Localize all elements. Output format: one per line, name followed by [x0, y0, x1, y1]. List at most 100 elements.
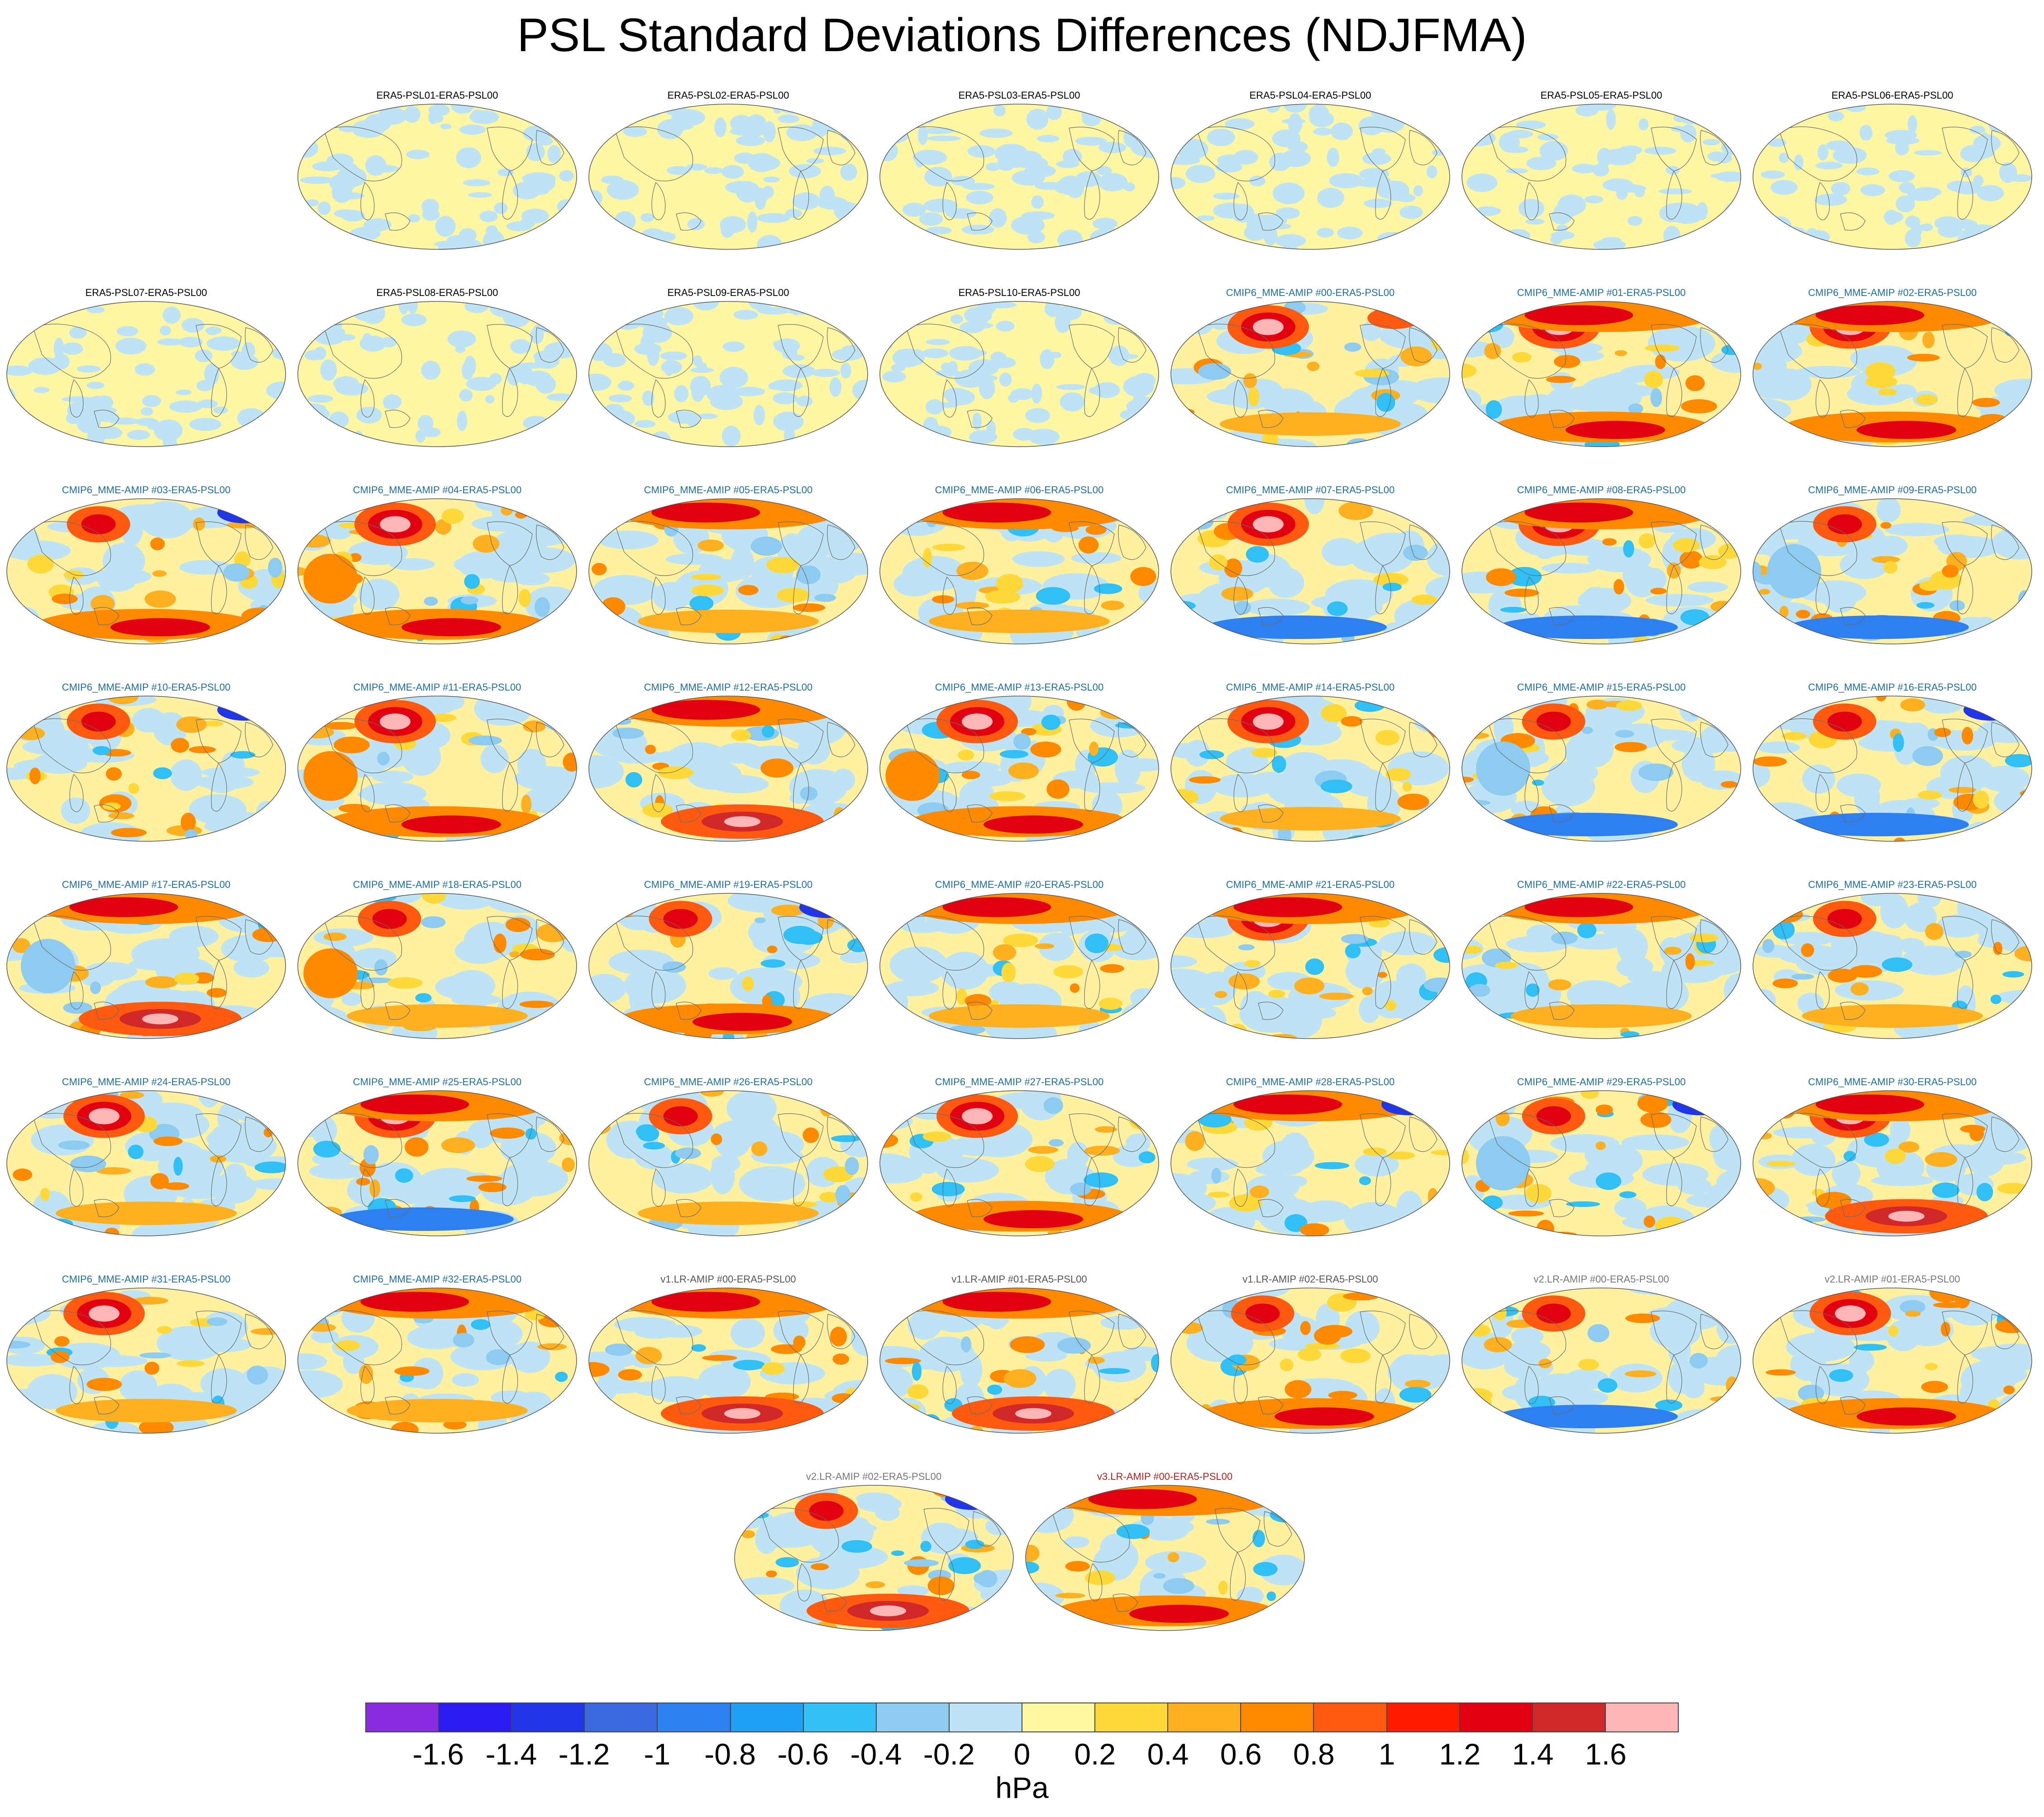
global-map	[6, 1090, 286, 1236]
colorbar-swatch	[1460, 1703, 1533, 1731]
map-panel: ERA5-PSL03-ERA5-PSL00	[877, 90, 1162, 280]
global-map	[1461, 1288, 1741, 1434]
map-panel: CMIP6_MME-AMIP #31-ERA5-PSL00	[4, 1273, 289, 1464]
colorbar-tick-label: 1	[1378, 1737, 1395, 1771]
colorbar-tick-label: 1.6	[1585, 1737, 1627, 1771]
panel-title: CMIP6_MME-AMIP #00-ERA5-PSL00	[1226, 287, 1395, 298]
map-panel: CMIP6_MME-AMIP #10-ERA5-PSL00	[4, 682, 289, 872]
colorbar-swatch	[949, 1703, 1022, 1731]
global-map	[1170, 301, 1450, 447]
colorbar-swatch	[1387, 1703, 1460, 1731]
colorbar-units: hPa	[995, 1771, 1049, 1804]
panel-title: CMIP6_MME-AMIP #01-ERA5-PSL00	[1517, 287, 1686, 298]
map-panel: ERA5-PSL09-ERA5-PSL00	[586, 287, 871, 477]
colorbar-tick-label: 0	[1013, 1737, 1031, 1771]
panel-title: CMIP6_MME-AMIP #17-ERA5-PSL00	[62, 879, 231, 890]
map-panel: v2.LR-AMIP #02-ERA5-PSL00	[731, 1471, 1017, 1661]
colorbar-swatch	[658, 1703, 731, 1731]
panel-title: v1.LR-AMIP #02-ERA5-PSL00	[1242, 1273, 1378, 1285]
colorbar-tick-label: -1	[644, 1737, 671, 1771]
panel-title: CMIP6_MME-AMIP #06-ERA5-PSL00	[935, 484, 1104, 496]
map-panel: CMIP6_MME-AMIP #04-ERA5-PSL00	[295, 484, 580, 674]
map-panel: CMIP6_MME-AMIP #30-ERA5-PSL00	[1750, 1076, 2035, 1266]
colorbar-swatch	[1533, 1703, 1606, 1731]
figure-title: PSL Standard Deviations Differences (NDJ…	[517, 9, 1527, 62]
global-map	[588, 1288, 868, 1434]
global-map	[588, 696, 868, 842]
map-panel: ERA5-PSL05-ERA5-PSL00	[1459, 90, 1744, 280]
panel-title: ERA5-PSL03-ERA5-PSL00	[958, 90, 1080, 101]
panel-title: ERA5-PSL05-ERA5-PSL00	[1540, 90, 1662, 101]
map-panel: v3.LR-AMIP #00-ERA5-PSL00	[1022, 1471, 1308, 1661]
colorbar-tick-label: -1.2	[558, 1737, 610, 1771]
panel-title: CMIP6_MME-AMIP #03-ERA5-PSL00	[62, 484, 231, 496]
colorbar: -1.6 -1.4 -1.2 -1 -0.8 -0.6 -0.4 -0.2 0 0.2 0.4 0.6…	[0, 1693, 2044, 1817]
global-map	[1461, 893, 1741, 1039]
panel-title: ERA5-PSL09-ERA5-PSL00	[667, 287, 789, 298]
colorbar-tick-label: 0.2	[1074, 1737, 1116, 1771]
colorbar-tick-label: 0.8	[1293, 1737, 1335, 1771]
map-panel: ERA5-PSL06-ERA5-PSL00	[1750, 90, 2035, 280]
colorbar-swatch	[1314, 1703, 1387, 1731]
global-map	[1461, 104, 1741, 250]
map-panel: CMIP6_MME-AMIP #01-ERA5-PSL00	[1459, 287, 1744, 477]
map-panel: CMIP6_MME-AMIP #27-ERA5-PSL00	[877, 1076, 1162, 1266]
panel-title: CMIP6_MME-AMIP #09-ERA5-PSL00	[1808, 484, 1977, 496]
map-panel: CMIP6_MME-AMIP #11-ERA5-PSL00	[295, 682, 580, 872]
global-map	[297, 498, 577, 644]
global-map	[1170, 893, 1450, 1039]
panel-title: CMIP6_MME-AMIP #10-ERA5-PSL00	[62, 682, 231, 693]
panel-title: ERA5-PSL01-ERA5-PSL00	[376, 90, 498, 101]
colorbar-tick-label: 1.4	[1512, 1737, 1554, 1771]
map-panel: ERA5-PSL08-ERA5-PSL00	[295, 287, 580, 477]
map-panel: CMIP6_MME-AMIP #18-ERA5-PSL00	[295, 879, 580, 1069]
colorbar-swatch	[876, 1703, 950, 1731]
global-map	[588, 301, 868, 447]
panel-title: CMIP6_MME-AMIP #30-ERA5-PSL00	[1808, 1076, 1977, 1087]
global-map	[1170, 498, 1450, 644]
global-map	[297, 104, 577, 250]
global-map	[588, 104, 868, 250]
global-map	[879, 1090, 1159, 1236]
panel-title: CMIP6_MME-AMIP #05-ERA5-PSL00	[644, 484, 813, 496]
panel-title: CMIP6_MME-AMIP #18-ERA5-PSL00	[353, 879, 522, 890]
panel-title: CMIP6_MME-AMIP #21-ERA5-PSL00	[1226, 879, 1395, 890]
panel-title: CMIP6_MME-AMIP #27-ERA5-PSL00	[935, 1076, 1104, 1087]
global-map	[1753, 696, 2032, 842]
global-map	[1170, 696, 1450, 842]
colorbar-swatch	[803, 1703, 877, 1731]
map-panel: CMIP6_MME-AMIP #17-ERA5-PSL00	[4, 879, 289, 1069]
panel-title: CMIP6_MME-AMIP #23-ERA5-PSL00	[1808, 879, 1977, 890]
panel-title: CMIP6_MME-AMIP #02-ERA5-PSL00	[1808, 287, 1977, 298]
map-panel: CMIP6_MME-AMIP #09-ERA5-PSL00	[1750, 484, 2035, 674]
map-panel: ERA5-PSL01-ERA5-PSL00	[295, 90, 580, 280]
global-map	[297, 301, 577, 447]
map-panel: CMIP6_MME-AMIP #32-ERA5-PSL00	[295, 1273, 580, 1464]
panel-title: ERA5-PSL07-ERA5-PSL00	[85, 287, 207, 298]
panel-title: CMIP6_MME-AMIP #26-ERA5-PSL00	[644, 1076, 813, 1087]
global-map	[6, 498, 286, 644]
global-map	[1753, 498, 2032, 644]
map-panel: CMIP6_MME-AMIP #25-ERA5-PSL00	[295, 1076, 580, 1266]
panel-title: CMIP6_MME-AMIP #31-ERA5-PSL00	[62, 1273, 231, 1285]
panel-title: v1.LR-AMIP #00-ERA5-PSL00	[660, 1273, 796, 1285]
panel-title: CMIP6_MME-AMIP #29-ERA5-PSL00	[1517, 1076, 1686, 1087]
map-panel: CMIP6_MME-AMIP #15-ERA5-PSL00	[1459, 682, 1744, 872]
panel-title: ERA5-PSL02-ERA5-PSL00	[667, 90, 789, 101]
colorbar-tick-label: -1.4	[485, 1737, 537, 1771]
panel-title: CMIP6_MME-AMIP #07-ERA5-PSL00	[1226, 484, 1395, 496]
panel-title: CMIP6_MME-AMIP #08-ERA5-PSL00	[1517, 484, 1686, 496]
global-map	[1170, 1090, 1450, 1236]
global-map	[1753, 104, 2032, 250]
colorbar-tick-label: 0.4	[1147, 1737, 1189, 1771]
global-map	[297, 696, 577, 842]
global-map	[297, 893, 577, 1039]
global-map	[6, 696, 286, 842]
panel-title: v2.LR-AMIP #02-ERA5-PSL00	[806, 1471, 942, 1482]
map-panel: CMIP6_MME-AMIP #19-ERA5-PSL00	[586, 879, 871, 1069]
map-panel: v1.LR-AMIP #02-ERA5-PSL00	[1168, 1273, 1453, 1464]
colorbar-tick-label: 0.6	[1220, 1737, 1262, 1771]
map-panel: CMIP6_MME-AMIP #29-ERA5-PSL00	[1459, 1076, 1744, 1266]
panel-title: CMIP6_MME-AMIP #28-ERA5-PSL00	[1226, 1076, 1395, 1087]
colorbar-swatch	[512, 1703, 585, 1731]
